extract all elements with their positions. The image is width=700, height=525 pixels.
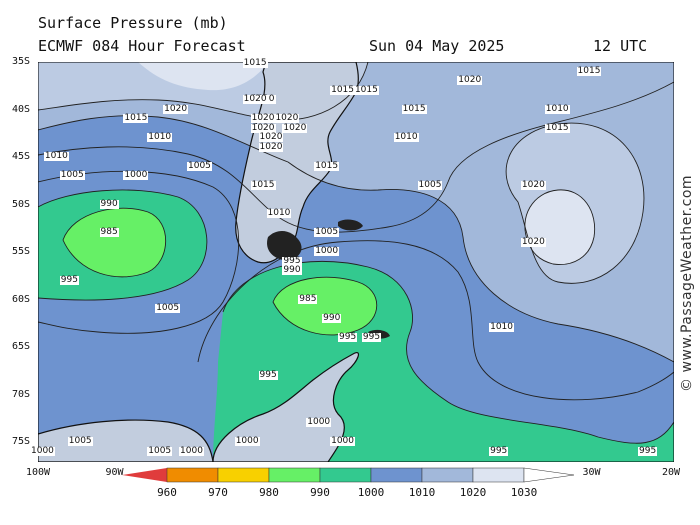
isobar-label: 1015: [123, 113, 149, 123]
legend-tick-label: 980: [259, 486, 279, 499]
field-above-1030: [138, 62, 268, 91]
isobar-label: 1020: [520, 179, 546, 190]
legend-swatch: [166, 467, 219, 483]
isobar-label: 1020: [258, 132, 284, 142]
legend-tick-label: 1020: [460, 486, 487, 499]
antarctic-peninsula: [212, 352, 360, 462]
isobar-label: 1005: [67, 436, 93, 447]
field-above-1020-right: [524, 189, 595, 265]
legend-swatch: [319, 467, 372, 483]
falklands: [338, 219, 363, 231]
isobar-label: 990: [322, 312, 342, 323]
legend-tick-label: 960: [157, 486, 177, 499]
longitude-label: 30W: [582, 467, 601, 478]
isobar-label: 1010: [393, 132, 419, 142]
isobar-label: 995: [489, 445, 509, 456]
isobar-label: 1015: [401, 103, 427, 114]
field-980-south: [273, 277, 377, 335]
field-1010-1020: [38, 62, 674, 362]
legend-swatch: [268, 467, 321, 483]
isobar-label: 1020: [274, 113, 300, 123]
isobar-label: 995: [338, 331, 358, 342]
latitude-label: 75S: [12, 436, 31, 448]
isobar-label: 1015: [544, 122, 570, 133]
isobar-label: 995: [282, 255, 302, 266]
isobar-label: 1015: [250, 179, 276, 190]
isobar-label: 1015: [314, 160, 340, 171]
isobar-label: 1005: [187, 160, 212, 171]
isobar-label: 1005: [417, 179, 443, 190]
map-title: Surface Pressure (mb): [38, 14, 228, 32]
isobar-label: 1005: [147, 445, 173, 456]
legend-tick-label: 1000: [358, 486, 385, 499]
legend-tick-label: 1010: [409, 486, 436, 499]
isobar-label: 1000: [179, 446, 204, 456]
model-run-label: ECMWF 084 Hour Forecast: [38, 37, 246, 55]
isobar-label: 1020: [457, 75, 483, 85]
isobar-label: 1000: [234, 436, 260, 447]
legend-swatch: [421, 467, 474, 483]
legend-swatch: [472, 467, 525, 483]
isobar-lines: [38, 62, 674, 444]
isobar-label: 990: [99, 198, 119, 209]
legend-tick-label: 990: [310, 486, 330, 499]
isobar-label: 1015: [330, 84, 355, 95]
isobar-label: 1005: [155, 303, 181, 314]
isobar-label: 995: [361, 331, 382, 342]
isobar-label: 995: [258, 369, 278, 380]
forecast-date: Sun 04 May 2025: [369, 37, 505, 55]
isobar-label: 1010: [147, 132, 173, 142]
isobar-label: 1010: [266, 208, 292, 219]
isobar-label: 1005: [59, 170, 85, 180]
longitude-label: 100W: [26, 467, 51, 478]
latitude-label: 60S: [12, 293, 31, 305]
latitude-label: 45S: [12, 151, 31, 162]
copyright-credit: © www.PassageWeather.com: [679, 174, 695, 392]
isobar-label: 1015: [353, 84, 379, 95]
isobar-label: 1000: [123, 170, 149, 180]
isobar-label: 1010: [489, 322, 514, 333]
legend-tick-label: 1030: [511, 486, 538, 499]
latitude-label: 55S: [12, 246, 31, 258]
isobar-label: 1020: [250, 122, 276, 133]
isobar-label: 995: [59, 274, 79, 285]
isobar-label: 985: [298, 293, 318, 304]
isobar-label: 1000: [30, 445, 55, 456]
latitude-label: 70S: [12, 388, 31, 400]
isobar-label: 1020: [250, 113, 276, 123]
latitude-label: 65S: [12, 341, 31, 353]
forecast-time: 12 UTC: [593, 37, 648, 55]
isobar-label: 1005: [314, 227, 340, 238]
color-legend: 960 970 980 990 1000 1010 1020 1030: [122, 467, 575, 499]
latitude-label: 35S: [12, 56, 31, 67]
isobar-label: 1020: [258, 141, 284, 152]
isobar-label: 990: [282, 265, 302, 276]
latitude-label: 40S: [12, 103, 31, 115]
isobar-label: 995: [638, 446, 658, 456]
isobar-label: 985: [99, 227, 119, 238]
isobar-label: 1015: [242, 58, 268, 68]
isobar-label: 1020: [282, 122, 308, 133]
isobar-label: 1000: [330, 436, 355, 447]
legend-swatch: [523, 467, 575, 483]
isobar-label: 1020: [242, 94, 268, 104]
legend-tick-label: 970: [208, 486, 228, 499]
isobar-label: 1020: [163, 103, 189, 114]
field-980-west: [63, 208, 166, 277]
latitude-label: 50S: [12, 198, 31, 210]
isobar-label: 1000: [306, 417, 332, 428]
isobar-label: 1020: [520, 236, 546, 247]
south-america-land: [235, 62, 359, 264]
longitude-label: 90W: [105, 467, 124, 478]
isobar-label: 1000: [314, 246, 340, 257]
legend-swatch: [370, 467, 423, 483]
isobar-label: 1010: [544, 103, 570, 114]
longitude-label: 20W: [662, 467, 681, 478]
isobar-label: 1010: [43, 151, 69, 161]
legend-swatch: [217, 467, 270, 483]
isobar-label: 1015: [576, 65, 602, 76]
legend-swatch: [122, 468, 167, 482]
